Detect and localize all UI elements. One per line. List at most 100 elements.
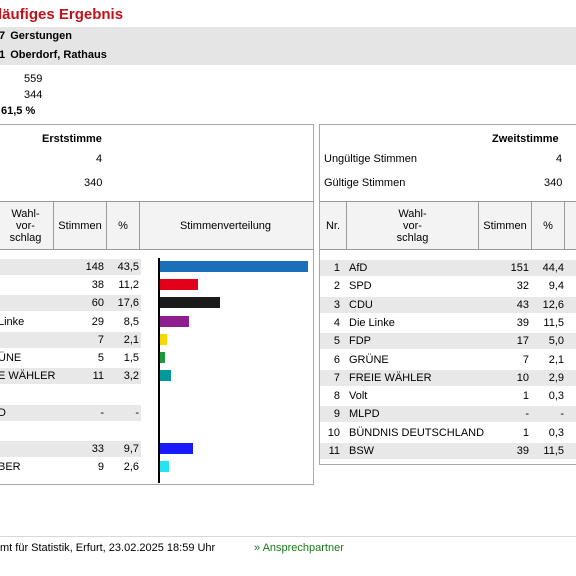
erst-header-stimmen: Stimmen <box>54 202 107 249</box>
zweit-pct: 5,0 <box>548 335 564 347</box>
waehler-value: 344 <box>24 89 43 101</box>
zweit-nr: 3 <box>333 299 340 311</box>
zweit-stimmen: 151 <box>510 262 529 274</box>
zweit-party-name: Die Linke <box>349 317 395 329</box>
erst-stimmen: 29 <box>91 316 104 328</box>
zweit-stimmen: 39 <box>516 317 529 329</box>
zweit-party-name: GRÜNE <box>349 354 389 366</box>
erst-header-verteilung: Stimmenverteilung <box>179 219 272 232</box>
erst-bar <box>160 261 308 272</box>
erst-stimmen: 38 <box>91 279 104 291</box>
erst-stimmen: 5 <box>97 352 104 364</box>
erst-pct: 2,1 <box>123 334 139 346</box>
erst-table-row: D-- <box>0 405 141 421</box>
erst-header-wahlvorschlag: Wahl- vor- schlag <box>0 202 54 249</box>
zweit-header-stimmen: Stimmen <box>479 202 532 249</box>
zweit-table-row: 1 AfD 151 44,4 <box>320 260 576 276</box>
erst-axis-line <box>158 258 160 483</box>
erst-pct: 3,2 <box>123 370 139 382</box>
zweit-nr: 2 <box>333 280 340 292</box>
zweit-pct: 44,4 <box>542 262 564 274</box>
erst-party-name: D <box>0 407 6 419</box>
zweit-header-pct: % <box>532 202 565 249</box>
erst-table-header: Wahl- vor- schlag Stimmen % Stimmenverte… <box>0 201 313 250</box>
erst-bar <box>160 352 165 363</box>
zweit-table-row: 11 BSW 39 11,5 <box>320 443 576 459</box>
zweit-pct: 12,6 <box>542 299 564 311</box>
zweit-stimmen: 10 <box>516 372 529 384</box>
erst-party-name: E WÄHLER <box>0 370 56 382</box>
zweit-ungueltig-value: 4 <box>556 153 563 165</box>
wahlbeteiligung-value: 61,5 % <box>1 105 36 117</box>
zweit-ungueltig-label: Ungültige Stimmen <box>324 153 417 165</box>
erst-table-row <box>0 386 141 402</box>
erst-bar <box>160 461 169 472</box>
erst-stimmen: 11 <box>92 370 104 382</box>
erststimme-title: Erststimme <box>42 133 102 145</box>
zweit-stimmen: 32 <box>516 280 529 292</box>
zweit-table-row: 4 Die Linke 39 11,5 <box>320 315 576 331</box>
erst-party-name: Linke <box>0 316 25 328</box>
zweit-nr: 10 <box>327 427 340 439</box>
zweit-pct: 0,3 <box>548 427 564 439</box>
bezirk-bar: 1 Oberdorf, Rathaus <box>0 46 576 65</box>
erst-table-row: E WÄHLER 11 3,2 <box>0 368 141 384</box>
erst-party-name: BER <box>0 461 21 473</box>
zweit-nr: 9 <box>333 408 340 420</box>
zweit-pct: 11,5 <box>543 445 564 457</box>
erst-pct: 9,7 <box>123 443 139 455</box>
zweit-party-name: FREIE WÄHLER <box>349 372 432 384</box>
zweit-party-name: MLPD <box>349 408 380 420</box>
erst-pct: 43,5 <box>117 261 139 273</box>
zweit-nr: 5 <box>333 335 340 347</box>
footer-divider <box>0 536 576 537</box>
zweit-table-row: 9 MLPD - - <box>320 406 576 422</box>
erst-stimmen: 9 <box>97 461 104 473</box>
erst-table-row: 60 17,6 <box>0 295 141 311</box>
zweit-nr: 7 <box>333 372 340 384</box>
erst-table-row: Linke 29 8,5 <box>0 314 141 330</box>
zweit-header-wahlvorschlag: Wahl- vor- schlag <box>347 202 479 249</box>
zweit-stimmen: 1 <box>522 427 529 439</box>
zweit-table-header: Nr. Wahl- vor- schlag Stimmen % <box>320 201 576 250</box>
erst-pct: 17,6 <box>117 297 139 309</box>
zweit-pct: 11,5 <box>543 317 564 329</box>
zweit-table-row: 3 CDU 43 12,6 <box>320 297 576 313</box>
erst-header-pct: % <box>107 202 140 249</box>
bezirk-name: Oberdorf, Rathaus <box>10 49 107 61</box>
zweit-party-name: BSW <box>349 445 375 457</box>
zweit-pct: 2,1 <box>548 354 564 366</box>
zweit-party-name: BÜNDNIS DEUTSCHLAND <box>349 427 485 439</box>
erst-bar <box>160 370 171 381</box>
erst-bar <box>160 279 198 290</box>
erst-table-row: BER 9 2,6 <box>0 459 141 475</box>
zweit-table-row: 2 SPD 32 9,4 <box>320 278 576 294</box>
zweit-nr: 8 <box>333 390 340 402</box>
zweit-party-name: FDP <box>349 335 371 347</box>
zweit-table-row: 6 GRÜNE 7 2,1 <box>320 352 576 368</box>
erst-ungueltig-value: 4 <box>96 153 103 165</box>
zweit-header-nr: Nr. <box>320 202 347 249</box>
zweit-pct: 0,3 <box>548 390 564 402</box>
erst-stimmen: 7 <box>97 334 104 346</box>
erst-gueltig-value: 340 <box>84 177 103 189</box>
zweit-table-row: 7 FREIE WÄHLER 10 2,9 <box>320 370 576 386</box>
wahlkreis-number: 7 <box>0 30 6 42</box>
erst-table-row: ÜNE 5 1,5 <box>0 350 141 366</box>
erst-stimmen: - <box>100 407 104 419</box>
zweit-pct: 2,9 <box>548 372 564 384</box>
zweit-table-row: 5 FDP 17 5,0 <box>320 333 576 349</box>
zweit-nr: 4 <box>333 317 340 329</box>
erst-bar <box>160 443 193 454</box>
ansprechpartner-link[interactable]: » Ansprechpartner <box>254 542 344 554</box>
zweit-party-name: SPD <box>349 280 372 292</box>
erst-stimmen: 33 <box>91 443 104 455</box>
zweit-party-name: CDU <box>349 299 373 311</box>
erst-pct: - <box>135 407 139 419</box>
zweit-stimmen: 1 <box>522 390 529 402</box>
erst-table-row <box>0 423 141 439</box>
erst-table-row: 33 9,7 <box>0 441 141 457</box>
zweit-nr: 11 <box>328 445 340 457</box>
zweit-stimmen: 43 <box>516 299 529 311</box>
erst-party-name: ÜNE <box>0 352 22 364</box>
